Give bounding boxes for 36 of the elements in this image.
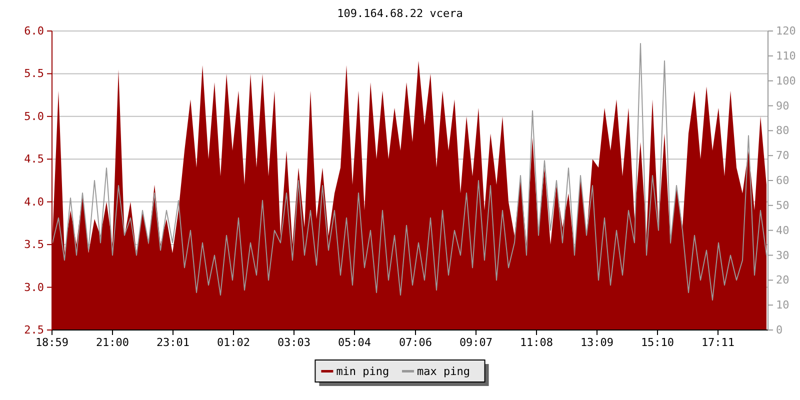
y-tick-label: 3.0	[24, 280, 44, 294]
x-tick-label: 17:11	[701, 336, 735, 349]
y2-tick-label: 40	[776, 224, 790, 237]
y2-tick-label: 70	[776, 149, 790, 162]
x-tick-label: 07:06	[398, 336, 432, 349]
x-tick-label: 21:00	[96, 336, 130, 349]
x-tick-label: 09:07	[459, 336, 493, 349]
y-tick-label: 5.0	[24, 110, 44, 123]
y2-tick-label: 10	[776, 298, 790, 312]
y2-tick-label: 0	[776, 324, 783, 337]
x-tick-label: 11:08	[520, 336, 554, 349]
y2-tick-label: 50	[776, 198, 790, 212]
y2-tick-label: 20	[776, 274, 790, 287]
x-tick-label: 18:59	[35, 336, 69, 349]
x-tick-label: 13:09	[580, 336, 614, 349]
y-tick-label: 6.0	[24, 24, 44, 38]
y2-tick-label: 90	[776, 99, 790, 112]
y2-tick-label: 110	[776, 49, 796, 62]
legend-label: max ping	[417, 365, 470, 378]
x-tick-label: 05:04	[338, 336, 372, 349]
x-tick-label: 15:10	[640, 336, 674, 349]
y-tick-label: 4.0	[24, 195, 44, 208]
chart-title: 109.164.68.22 vcera	[337, 7, 463, 20]
legend-label: min ping	[336, 365, 390, 378]
y-tick-label: 2.5	[24, 324, 44, 337]
y2-tick-label: 80	[776, 124, 790, 138]
y-tick-label: 5.5	[24, 67, 44, 80]
y-tick-label: 3.5	[24, 238, 44, 252]
y2-tick-label: 100	[776, 74, 796, 88]
y2-tick-label: 60	[776, 174, 790, 188]
y-tick-label: 4.5	[24, 152, 44, 166]
x-tick-label: 01:02	[216, 336, 250, 349]
x-tick-label: 03:03	[277, 336, 311, 349]
y2-tick-label: 30	[776, 248, 790, 262]
y2-tick-label: 120	[776, 24, 796, 38]
x-tick-label: 23:01	[156, 336, 190, 349]
